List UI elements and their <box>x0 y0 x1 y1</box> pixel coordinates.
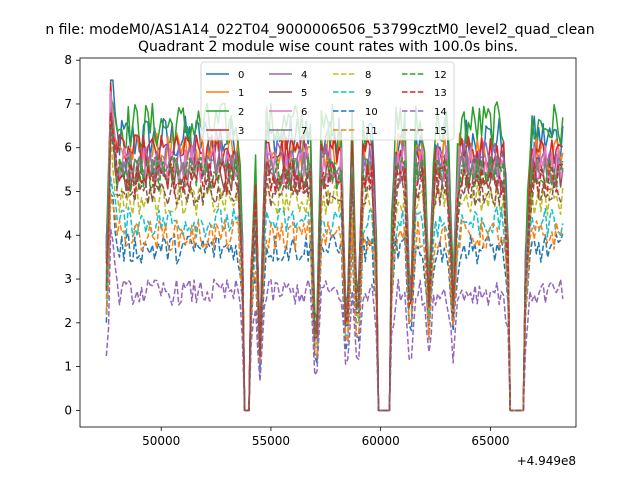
legend-label-8: 8 <box>365 70 371 81</box>
chart-title: Quadrant 2 module wise count rates with … <box>138 39 518 55</box>
legend-label-15: 15 <box>434 126 447 137</box>
x-offset-label: +4.949e8 <box>517 454 576 468</box>
x-tick-label: 60000 <box>362 434 400 448</box>
x-tick-label: 50000 <box>142 434 180 448</box>
x-tick-label: 65000 <box>471 434 509 448</box>
legend-label-9: 9 <box>365 88 371 99</box>
legend-label-13: 13 <box>434 88 447 99</box>
y-tick-label: 8 <box>64 53 72 67</box>
legend-label-10: 10 <box>365 107 378 118</box>
series-line-9 <box>105 176 564 412</box>
legend-label-5: 5 <box>301 88 307 99</box>
legend-label-14: 14 <box>434 107 447 118</box>
legend-label-2: 2 <box>238 107 244 118</box>
y-tick-label: 4 <box>64 228 72 242</box>
y-tick-label: 0 <box>64 403 72 417</box>
legend-label-11: 11 <box>365 126 378 137</box>
series-line-13 <box>105 112 564 412</box>
legend-label-12: 12 <box>434 70 447 81</box>
legend-label-0: 0 <box>238 70 244 81</box>
axes-frame <box>79 57 577 428</box>
x-tick-label: 55000 <box>252 434 290 448</box>
y-tick-label: 6 <box>64 141 72 155</box>
legend-label-3: 3 <box>238 126 244 137</box>
series-line-15 <box>105 131 563 412</box>
y-tick-label: 7 <box>64 97 72 111</box>
series-line-14 <box>105 228 564 412</box>
series-line-8 <box>105 135 564 412</box>
figure-suptitle: n file: modeM0/AS1A14_022T04_9000006506_… <box>45 22 594 38</box>
series-line-11 <box>105 192 564 412</box>
legend-label-6: 6 <box>301 107 307 118</box>
y-tick-label: 5 <box>64 185 72 199</box>
legend-box <box>200 61 455 141</box>
legend-label-4: 4 <box>301 70 307 81</box>
legend-label-1: 1 <box>238 88 244 99</box>
y-tick-label: 1 <box>64 360 72 374</box>
y-axis: 0 1 2 3 4 5 6 7 8 <box>64 53 80 417</box>
y-tick-label: 3 <box>64 272 72 286</box>
y-tick-label: 2 <box>64 316 72 330</box>
series-layer <box>105 79 564 412</box>
legend-label-7: 7 <box>301 126 307 137</box>
x-axis: 50000 55000 60000 65000 <box>142 427 510 448</box>
